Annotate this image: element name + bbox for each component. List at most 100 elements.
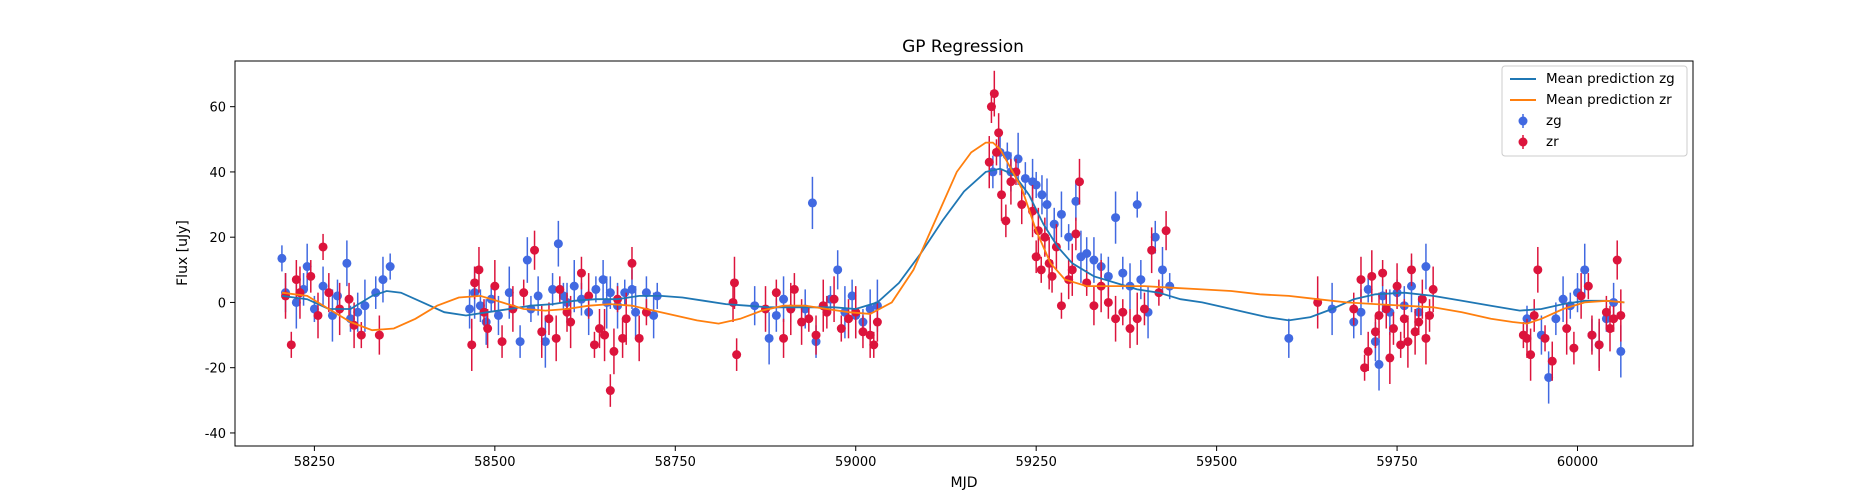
- series-zr: [281, 70, 1626, 407]
- legend-label-mean-zr: Mean prediction zr: [1546, 92, 1672, 108]
- data-point-zr: [1609, 305, 1619, 332]
- data-point-zr: [1356, 256, 1366, 303]
- data-point-zr: [595, 308, 604, 349]
- data-point-zg: [1136, 260, 1146, 300]
- data-point-zr: [1414, 308, 1424, 336]
- data-point-zr: [989, 70, 999, 117]
- data-point-zr: [313, 292, 323, 339]
- data-point-zr: [618, 318, 628, 358]
- data-point-zr: [1540, 325, 1550, 352]
- data-point-zr: [474, 246, 484, 293]
- plot-area-frame: [234, 60, 1694, 447]
- data-point-zr: [470, 266, 480, 300]
- data-point-zr: [555, 276, 565, 303]
- data-point-zr: [576, 256, 586, 290]
- data-point-zg: [515, 325, 525, 358]
- x-tick-label: 60000: [1557, 455, 1598, 470]
- data-point-zr: [318, 233, 328, 261]
- data-point-zr: [1001, 204, 1011, 238]
- data-point-zr: [1118, 299, 1128, 326]
- legend-box: [1501, 65, 1688, 157]
- data-point-zr: [1125, 308, 1135, 349]
- data-point-zr: [789, 273, 799, 306]
- x-tick-label: 59000: [835, 455, 876, 470]
- data-point-zr: [584, 273, 594, 319]
- data-point-zr: [1562, 302, 1572, 355]
- data-point-zr: [286, 331, 296, 358]
- y-tick-label: -40: [205, 427, 226, 442]
- data-point-zr: [609, 328, 619, 375]
- data-point-zg: [1374, 338, 1384, 391]
- data-point-zg: [1363, 276, 1373, 303]
- data-point-zr: [306, 260, 316, 293]
- data-point-zr: [811, 315, 821, 355]
- data-point-zg: [1037, 175, 1047, 215]
- data-point-zg: [540, 315, 550, 368]
- data-point-zr: [634, 315, 644, 362]
- data-point-zg: [1056, 191, 1066, 238]
- data-point-zr: [865, 312, 875, 358]
- data-point-zr: [544, 302, 554, 336]
- data-point-zr: [1594, 318, 1604, 371]
- y-tick-label: -20: [205, 362, 226, 377]
- data-point-zg: [1284, 318, 1294, 358]
- data-point-zg: [1421, 243, 1431, 290]
- data-point-zr: [605, 374, 615, 407]
- data-point-zr: [1421, 312, 1431, 365]
- data-point-zg: [533, 276, 543, 316]
- data-point-zg: [493, 295, 503, 336]
- data-point-zr: [994, 113, 1004, 153]
- legend-marker-zr: [1518, 135, 1528, 149]
- data-point-zr: [1569, 331, 1579, 365]
- data-point-zg: [522, 237, 532, 283]
- data-point-zr: [1381, 289, 1391, 329]
- data-point-zg: [1064, 224, 1074, 251]
- data-point-zg: [1071, 181, 1081, 221]
- data-point-zr: [1017, 184, 1027, 225]
- data-point-zr: [537, 305, 547, 358]
- data-point-zr: [641, 299, 651, 326]
- data-point-zr: [1385, 331, 1395, 385]
- data-point-zr: [1139, 292, 1149, 326]
- data-point-zr: [1374, 292, 1384, 339]
- data-point-zr: [1583, 273, 1593, 300]
- data-point-zg: [553, 220, 563, 267]
- data-point-zr: [1111, 295, 1121, 342]
- data-point-zr: [1006, 158, 1016, 205]
- data-point-zg: [1157, 246, 1167, 293]
- data-point-zr: [1576, 273, 1586, 319]
- data-point-zr: [1417, 279, 1427, 319]
- x-tick-label: 59250: [1015, 455, 1056, 470]
- data-point-zr: [858, 315, 868, 349]
- data-point-zr: [1147, 227, 1157, 274]
- data-point-zr: [1360, 354, 1370, 381]
- data-point-zr: [984, 136, 994, 189]
- chart-title: GP Regression: [902, 37, 1024, 57]
- data-point-zg: [385, 253, 395, 280]
- data-point-zr: [1363, 331, 1373, 371]
- data-point-zr: [1388, 312, 1398, 345]
- data-point-zr: [1526, 328, 1536, 381]
- data-point-zg: [764, 312, 774, 365]
- data-point-zr: [1378, 260, 1388, 287]
- data-point-zr: [1031, 240, 1041, 274]
- data-point-zg: [1089, 237, 1099, 283]
- data-point-zg: [1118, 256, 1128, 290]
- data-point-zg: [847, 279, 857, 313]
- data-point-zr: [1132, 292, 1142, 345]
- data-point-zg: [318, 266, 328, 306]
- data-point-zg: [277, 245, 287, 272]
- data-point-zg: [378, 256, 388, 303]
- data-point-zr: [551, 315, 561, 362]
- data-point-zr: [1367, 250, 1377, 303]
- data-point-zr: [729, 256, 739, 309]
- data-point-zr: [1074, 158, 1084, 205]
- data-point-zr: [836, 315, 846, 342]
- data-point-zr: [589, 331, 599, 358]
- x-tick-label: 59500: [1196, 455, 1237, 470]
- data-point-zr: [1522, 318, 1532, 358]
- data-point-zr: [1616, 289, 1626, 342]
- data-point-zr: [483, 308, 493, 349]
- data-point-zr: [1161, 211, 1171, 251]
- y-tick-label: 40: [209, 166, 226, 181]
